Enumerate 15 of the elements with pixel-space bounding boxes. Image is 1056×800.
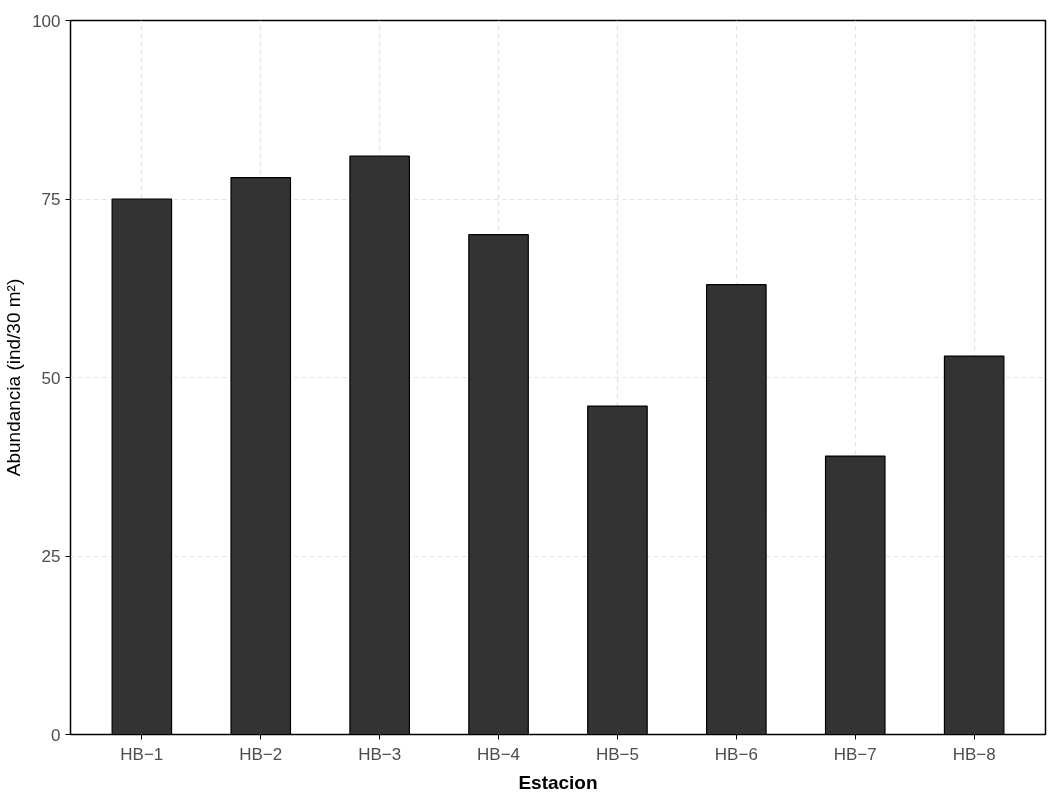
y-tick-label: 75 [41, 190, 61, 209]
x-tick-label: HB−2 [239, 744, 283, 764]
x-tick-label: HB−7 [833, 744, 877, 764]
x-tick-label: HB−4 [477, 744, 521, 764]
y-axis-title: Abundancia (ind/30 m²) [3, 278, 25, 477]
y-tick-label: 25 [41, 547, 61, 566]
x-tick-label: HB−1 [120, 744, 164, 764]
x-tick-label: HB−8 [952, 744, 996, 764]
y-tick-label: 0 [51, 725, 61, 745]
x-axis-title: Estacion [518, 771, 598, 793]
x-tick-label: HB−5 [595, 744, 639, 764]
x-tick-label: HB−3 [358, 744, 402, 764]
y-tick-label: 100 [32, 11, 61, 31]
x-tick-label: HB−6 [714, 744, 758, 764]
y-tick-label: 50 [41, 368, 61, 388]
